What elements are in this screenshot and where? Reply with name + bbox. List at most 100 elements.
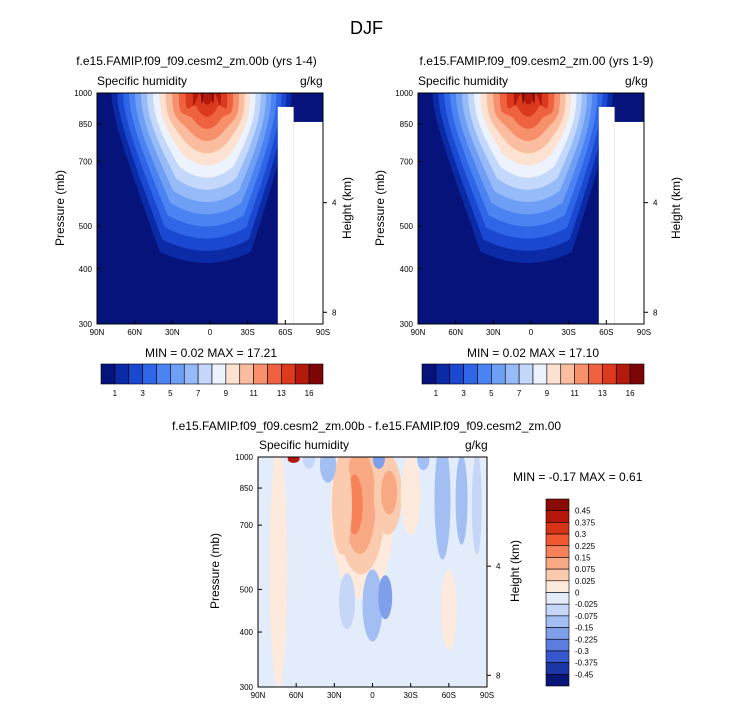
colorbar-3-box	[545, 650, 570, 663]
colorbar-1-box	[100, 363, 116, 385]
colorbar-3-label: 0.225	[575, 542, 596, 551]
panel-1-min-max: MIN = 0.02 MAX = 17.21	[144, 346, 278, 360]
colorbar-2-label: 3	[461, 389, 466, 398]
colorbar-2-box	[629, 363, 645, 385]
contour-level-14	[513, 93, 543, 106]
xtick-label: 30S	[404, 691, 418, 700]
colorbar-3-box	[545, 545, 570, 558]
ytick-label: 1000	[395, 89, 413, 98]
xtick-label: 60S	[278, 328, 292, 337]
colorbar-3-box	[545, 580, 570, 593]
contour-blob-negative	[471, 457, 482, 555]
colorbar-1-box	[239, 363, 254, 385]
colorbar-2-label: 13	[598, 389, 607, 398]
ytick-label: 700	[79, 157, 93, 166]
colorbar-2-label: 7	[517, 389, 522, 398]
colorbar-1-box	[253, 363, 268, 385]
colorbar-2-label: 11	[570, 389, 579, 398]
missing-data-mask	[277, 106, 294, 324]
colorbar-3-label: -0.15	[575, 624, 594, 633]
panel-3-min-max: MIN = -0.17 MAX = 0.61	[513, 470, 643, 484]
colorbar-1-box	[114, 363, 130, 385]
colorbar-3-label: 0	[575, 589, 580, 598]
missing-data-mask	[598, 106, 615, 324]
ytick-right-label: 8	[332, 308, 337, 317]
colorbar-1-box	[225, 363, 241, 385]
ytick-label: 500	[79, 222, 93, 231]
colorbar-1-label: 3	[140, 389, 145, 398]
ytick-label: 400	[240, 628, 254, 637]
panel-2-title: f.e15.FAMIP.f09_f09.cesm2_zm.00 (yrs 1-9…	[419, 54, 654, 68]
colorbar-3-label: 0.3	[575, 530, 587, 539]
colorbar-1-box	[281, 363, 296, 385]
contour-blob-negative	[302, 457, 315, 469]
colorbar-1-box	[183, 363, 199, 385]
contour-blob-positive	[400, 457, 421, 535]
colorbar-3-box	[545, 510, 570, 523]
colorbar-1-box	[197, 363, 213, 385]
contour-blob-positive	[381, 470, 398, 515]
contour-blob-positive	[269, 457, 288, 687]
contour-blob-positive	[440, 569, 457, 650]
colorbar-1-box	[128, 363, 143, 385]
missing-data-mask	[634, 172, 644, 324]
colorbar-3-box	[545, 498, 570, 511]
colorbar-3-label: -0.075	[575, 612, 598, 621]
ytick-label: 700	[400, 157, 414, 166]
contour-blob-negative	[434, 457, 451, 560]
ytick-label: 300	[79, 320, 93, 329]
panel-1-title: f.e15.FAMIP.f09_f09.cesm2_zm.00b (yrs 1-…	[76, 54, 317, 68]
colorbar-1-label: 11	[249, 389, 258, 398]
colorbar-1-label: 13	[277, 389, 286, 398]
panel-1-contours	[97, 93, 323, 324]
colorbar-3-label: -0.025	[575, 600, 598, 609]
missing-data-mask	[313, 172, 323, 324]
colorbar-2-label: 5	[489, 389, 494, 398]
colorbar-1-label: 7	[196, 389, 201, 398]
colorbar-2-box	[449, 363, 464, 385]
ytick-label: 850	[240, 484, 254, 493]
panel-3-contours	[258, 457, 487, 687]
xtick-label: 0	[529, 328, 534, 337]
colorbar-3-box	[545, 533, 570, 547]
colorbar-3-box	[545, 615, 570, 628]
colorbar-1-box	[308, 363, 324, 385]
contour-blob-negative	[339, 573, 356, 630]
colorbar-2-label: 9	[545, 389, 550, 398]
ytick-label: 400	[400, 265, 414, 274]
panel-2-min-max: MIN = 0.02 MAX = 17.10	[466, 346, 600, 360]
ytick-label: 850	[400, 120, 414, 129]
colorbar-2-label: 16	[626, 389, 635, 398]
xtick-label: 90S	[480, 691, 494, 700]
colorbar-3-label: 0.15	[575, 553, 591, 562]
contour-level-15	[201, 93, 214, 104]
colorbar-3-box	[545, 662, 570, 675]
colorbar-3-label: 0.075	[575, 565, 596, 574]
contour-blob-positive	[331, 457, 352, 555]
panel-2-contours	[418, 93, 644, 324]
colorbar-1-box	[267, 363, 282, 385]
xtick-label: 30N	[327, 691, 342, 700]
xtick-label: 90S	[637, 328, 651, 337]
colorbar-2-box	[463, 363, 478, 385]
colorbar-3-label: -0.45	[575, 670, 594, 679]
xtick-label: 60N	[289, 691, 304, 700]
contour-blob-negative	[378, 575, 393, 620]
colorbar-2-box	[421, 363, 437, 385]
colorbar-2-box	[518, 363, 534, 385]
ytick-label: 300	[400, 320, 414, 329]
ytick-label: 500	[240, 585, 254, 594]
xtick-label: 90N	[251, 691, 266, 700]
colorbar-3-label: -0.3	[575, 647, 589, 656]
xtick-label: 90S	[316, 328, 330, 337]
xtick-label: 90N	[411, 328, 426, 337]
colorbar-3-label: 0.45	[575, 507, 591, 516]
colorbar-2-box	[477, 363, 492, 385]
colorbar-3-box	[545, 568, 570, 582]
ytick-label: 1000	[74, 89, 92, 98]
ytick-right-label: 4	[332, 199, 337, 208]
ytick-label: 850	[79, 120, 93, 129]
xtick-label: 60S	[442, 691, 456, 700]
ytick-label: 400	[79, 265, 93, 274]
ytick-right-label: 8	[496, 671, 501, 680]
